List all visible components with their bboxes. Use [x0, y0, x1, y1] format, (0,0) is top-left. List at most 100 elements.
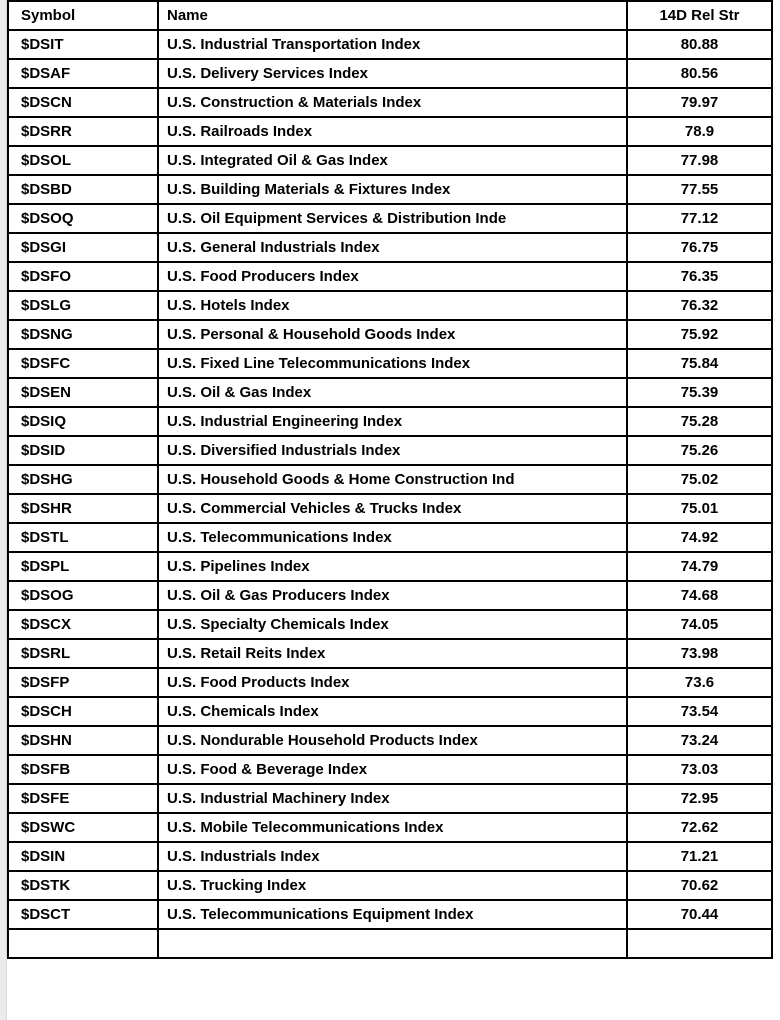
name-cell[interactable]: U.S. Oil & Gas Producers Index — [157, 580, 628, 611]
rel-str-cell[interactable]: 79.97 — [626, 87, 773, 118]
rel-str-cell[interactable]: 76.35 — [626, 261, 773, 292]
rel-str-cell[interactable]: 75.26 — [626, 435, 773, 466]
rel-str-cell[interactable]: 72.95 — [626, 783, 773, 814]
name-cell[interactable]: U.S. Food & Beverage Index — [157, 754, 628, 785]
rel-str-cell[interactable]: 77.12 — [626, 203, 773, 234]
name-cell[interactable]: U.S. Telecommunications Equipment Index — [157, 899, 628, 930]
rel-str-cell[interactable]: 74.05 — [626, 609, 773, 640]
symbol-cell[interactable]: $DSIN — [7, 841, 159, 872]
name-cell[interactable]: U.S. Hotels Index — [157, 290, 628, 321]
symbol-cell[interactable]: $DSEN — [7, 377, 159, 408]
rel-str-cell[interactable]: 75.92 — [626, 319, 773, 350]
symbol-cell[interactable]: $DSTL — [7, 522, 159, 553]
symbol-cell[interactable]: $DSRR — [7, 116, 159, 147]
name-cell[interactable]: U.S. Pipelines Index — [157, 551, 628, 582]
rel-str-cell[interactable]: 70.44 — [626, 899, 773, 930]
rel-str-cell[interactable]: 73.24 — [626, 725, 773, 756]
rel-str-cell[interactable]: 80.56 — [626, 58, 773, 89]
name-cell[interactable]: U.S. Chemicals Index — [157, 696, 628, 727]
symbol-cell[interactable]: $DSOG — [7, 580, 159, 611]
rel-str-cell[interactable]: 74.92 — [626, 522, 773, 553]
header-name[interactable]: Name — [157, 0, 628, 31]
name-cell[interactable]: U.S. Integrated Oil & Gas Index — [157, 145, 628, 176]
name-cell[interactable]: U.S. Industrials Index — [157, 841, 628, 872]
name-cell[interactable]: U.S. Personal & Household Goods Index — [157, 319, 628, 350]
name-cell[interactable]: U.S. Nondurable Household Products Index — [157, 725, 628, 756]
symbol-cell[interactable]: $DSHR — [7, 493, 159, 524]
symbol-cell[interactable]: $DSFC — [7, 348, 159, 379]
rel-str-cell[interactable]: 74.79 — [626, 551, 773, 582]
symbol-cell[interactable]: $DSRL — [7, 638, 159, 669]
symbol-cell[interactable]: $DSTK — [7, 870, 159, 901]
name-cell[interactable]: U.S. Oil & Gas Index — [157, 377, 628, 408]
symbol-cell[interactable]: $DSCN — [7, 87, 159, 118]
symbol-cell-empty[interactable] — [7, 928, 159, 959]
rel-str-cell[interactable]: 73.6 — [626, 667, 773, 698]
name-cell[interactable]: U.S. General Industrials Index — [157, 232, 628, 263]
name-cell[interactable]: U.S. Oil Equipment Services & Distributi… — [157, 203, 628, 234]
symbol-cell[interactable]: $DSFB — [7, 754, 159, 785]
header-symbol[interactable]: Symbol — [7, 0, 159, 31]
name-cell[interactable]: U.S. Commercial Vehicles & Trucks Index — [157, 493, 628, 524]
name-cell[interactable]: U.S. Retail Reits Index — [157, 638, 628, 669]
table-row: $DSBD U.S. Building Materials & Fixtures … — [7, 174, 773, 205]
rel-str-cell[interactable]: 77.98 — [626, 145, 773, 176]
rel-str-cell[interactable]: 75.28 — [626, 406, 773, 437]
symbol-cell[interactable]: $DSOL — [7, 145, 159, 176]
symbol-cell[interactable]: $DSLG — [7, 290, 159, 321]
name-cell[interactable]: U.S. Fixed Line Telecommunications Index — [157, 348, 628, 379]
symbol-cell[interactable]: $DSNG — [7, 319, 159, 350]
symbol-cell[interactable]: $DSOQ — [7, 203, 159, 234]
rel-str-cell[interactable]: 73.03 — [626, 754, 773, 785]
name-cell[interactable]: U.S. Telecommunications Index — [157, 522, 628, 553]
rel-str-cell[interactable]: 75.39 — [626, 377, 773, 408]
rel-str-cell[interactable]: 76.75 — [626, 232, 773, 263]
name-cell[interactable]: U.S. Industrial Engineering Index — [157, 406, 628, 437]
symbol-cell[interactable]: $DSIQ — [7, 406, 159, 437]
symbol-cell[interactable]: $DSCX — [7, 609, 159, 640]
symbol-cell[interactable]: $DSCT — [7, 899, 159, 930]
name-cell[interactable]: U.S. Building Materials & Fixtures Index — [157, 174, 628, 205]
name-cell[interactable]: U.S. Food Products Index — [157, 667, 628, 698]
rel-str-cell[interactable]: 74.68 — [626, 580, 773, 611]
name-cell[interactable]: U.S. Construction & Materials Index — [157, 87, 628, 118]
name-cell[interactable]: U.S. Delivery Services Index — [157, 58, 628, 89]
rel-str-cell[interactable]: 73.98 — [626, 638, 773, 669]
rel-str-cell[interactable]: 76.32 — [626, 290, 773, 321]
symbol-cell[interactable]: $DSIT — [7, 29, 159, 60]
symbol-cell[interactable]: $DSFP — [7, 667, 159, 698]
symbol-cell[interactable]: $DSFE — [7, 783, 159, 814]
symbol-cell[interactable]: $DSCH — [7, 696, 159, 727]
rel-str-cell[interactable]: 75.84 — [626, 348, 773, 379]
rel-str-cell[interactable]: 73.54 — [626, 696, 773, 727]
symbol-cell[interactable]: $DSFO — [7, 261, 159, 292]
symbol-cell[interactable]: $DSHG — [7, 464, 159, 495]
symbol-cell[interactable]: $DSWC — [7, 812, 159, 843]
header-rel-str[interactable]: 14D Rel Str — [626, 0, 773, 31]
symbol-cell[interactable]: $DSAF — [7, 58, 159, 89]
name-cell[interactable]: U.S. Household Goods & Home Construction… — [157, 464, 628, 495]
name-cell[interactable]: U.S. Railroads Index — [157, 116, 628, 147]
name-cell[interactable]: U.S. Trucking Index — [157, 870, 628, 901]
symbol-cell[interactable]: $DSHN — [7, 725, 159, 756]
name-cell[interactable]: U.S. Specialty Chemicals Index — [157, 609, 628, 640]
name-cell[interactable]: U.S. Mobile Telecommunications Index — [157, 812, 628, 843]
symbol-cell[interactable]: $DSBD — [7, 174, 159, 205]
rel-str-cell[interactable]: 80.88 — [626, 29, 773, 60]
name-cell[interactable]: U.S. Industrial Transportation Index — [157, 29, 628, 60]
rel-str-cell[interactable]: 75.01 — [626, 493, 773, 524]
name-cell[interactable]: U.S. Industrial Machinery Index — [157, 783, 628, 814]
rel-str-cell[interactable]: 70.62 — [626, 870, 773, 901]
symbol-cell[interactable]: $DSGI — [7, 232, 159, 263]
rel-str-cell[interactable]: 72.62 — [626, 812, 773, 843]
symbol-cell[interactable]: $DSPL — [7, 551, 159, 582]
rel-str-cell[interactable]: 71.21 — [626, 841, 773, 872]
symbol-cell[interactable]: $DSID — [7, 435, 159, 466]
name-cell-empty[interactable] — [157, 928, 628, 959]
name-cell[interactable]: U.S. Diversified Industrials Index — [157, 435, 628, 466]
rel-str-cell[interactable]: 78.9 — [626, 116, 773, 147]
rel-str-cell[interactable]: 77.55 — [626, 174, 773, 205]
rel-str-cell-empty[interactable] — [626, 928, 773, 959]
name-cell[interactable]: U.S. Food Producers Index — [157, 261, 628, 292]
rel-str-cell[interactable]: 75.02 — [626, 464, 773, 495]
